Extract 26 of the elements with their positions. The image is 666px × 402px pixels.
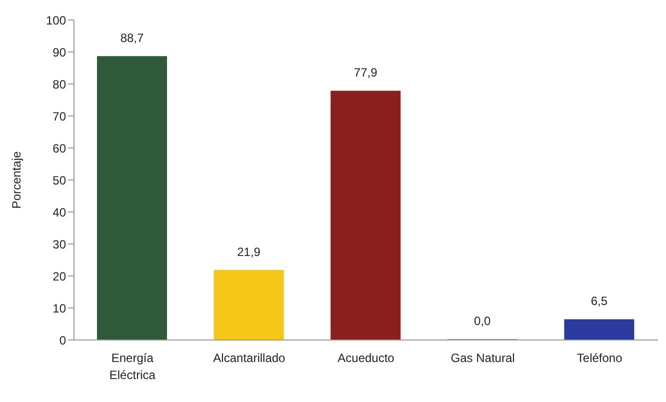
x-tick-label: Teléfono: [576, 351, 623, 365]
data-label: 0,0: [474, 314, 492, 328]
bar: [214, 270, 284, 340]
data-label: 6,5: [590, 294, 608, 308]
y-tick-label: 50: [52, 173, 66, 188]
y-tick-label: 70: [52, 109, 66, 124]
y-tick-label: 20: [52, 269, 66, 284]
bar: [564, 319, 634, 340]
y-tick-label: 10: [52, 301, 66, 316]
data-label: 77,9: [354, 66, 378, 80]
y-tick-label: 100: [46, 13, 66, 28]
bar: [330, 90, 401, 340]
x-tick-label: Gas Natural: [450, 351, 515, 365]
y-tick-label: 30: [52, 237, 66, 252]
data-label: 88,7: [120, 31, 144, 46]
y-tick-label: 80: [52, 77, 66, 92]
y-tick-label: 90: [52, 45, 66, 60]
y-tick-label: 60: [52, 141, 66, 156]
y-tick-label: 40: [52, 205, 66, 220]
bar: [97, 56, 167, 340]
x-tick-label: Energía Eléctrica: [109, 351, 156, 382]
data-label: 21,9: [237, 244, 261, 259]
y-tick-label: 0: [59, 333, 66, 348]
x-tick-label: Acueducto: [338, 351, 395, 365]
x-tick-label: Alcantarillado: [213, 351, 286, 365]
y-axis-title: Porcentaje: [9, 150, 24, 209]
